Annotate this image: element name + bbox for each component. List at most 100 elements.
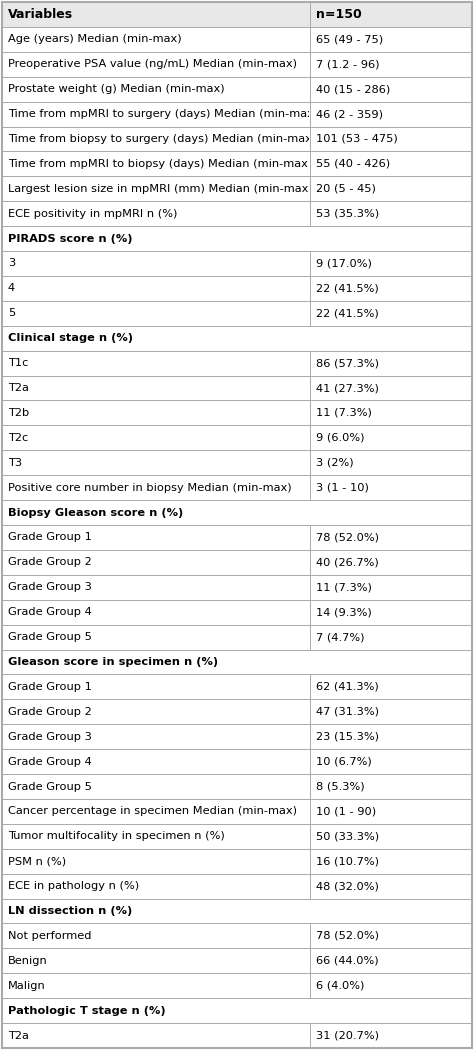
Text: 40 (15 - 286): 40 (15 - 286) bbox=[316, 84, 390, 94]
Text: 3 (2%): 3 (2%) bbox=[316, 458, 354, 467]
Text: Time from mpMRI to surgery (days) Median (min-max): Time from mpMRI to surgery (days) Median… bbox=[8, 109, 318, 119]
Bar bbox=[2, 500, 472, 525]
Text: 7 (1.2 - 96): 7 (1.2 - 96) bbox=[316, 59, 379, 69]
Bar bbox=[2, 874, 472, 899]
Bar bbox=[2, 476, 472, 500]
Text: 40 (26.7%): 40 (26.7%) bbox=[316, 558, 379, 567]
Text: Pathologic T stage n (%): Pathologic T stage n (%) bbox=[8, 1006, 165, 1015]
Text: Variables: Variables bbox=[8, 8, 73, 21]
Text: Grade Group 2: Grade Group 2 bbox=[8, 707, 92, 717]
Text: 47 (31.3%): 47 (31.3%) bbox=[316, 707, 379, 717]
Text: 86 (57.3%): 86 (57.3%) bbox=[316, 358, 379, 369]
Bar bbox=[2, 699, 472, 724]
Text: 65 (49 - 75): 65 (49 - 75) bbox=[316, 35, 383, 44]
Bar bbox=[2, 674, 472, 699]
Text: n=150: n=150 bbox=[316, 8, 362, 21]
Text: Benign: Benign bbox=[8, 956, 48, 966]
Bar bbox=[2, 326, 472, 351]
Text: Preoperative PSA value (ng/mL) Median (min-max): Preoperative PSA value (ng/mL) Median (m… bbox=[8, 59, 297, 69]
Text: ECE positivity in mpMRI n (%): ECE positivity in mpMRI n (%) bbox=[8, 209, 177, 218]
Text: 7 (4.7%): 7 (4.7%) bbox=[316, 632, 365, 642]
Text: 22 (41.5%): 22 (41.5%) bbox=[316, 284, 379, 293]
Text: 48 (32.0%): 48 (32.0%) bbox=[316, 881, 379, 891]
Bar bbox=[2, 51, 472, 77]
Text: 16 (10.7%): 16 (10.7%) bbox=[316, 856, 379, 866]
Text: Grade Group 4: Grade Group 4 bbox=[8, 607, 92, 617]
Text: T2b: T2b bbox=[8, 408, 29, 418]
Bar bbox=[2, 774, 472, 799]
Text: 46 (2 - 359): 46 (2 - 359) bbox=[316, 109, 383, 119]
Bar bbox=[2, 450, 472, 476]
Bar bbox=[2, 650, 472, 674]
Text: 78 (52.0%): 78 (52.0%) bbox=[316, 532, 379, 543]
Text: Time from mpMRI to biopsy (days) Median (min-max): Time from mpMRI to biopsy (days) Median … bbox=[8, 159, 312, 169]
Text: Positive core number in biopsy Median (min-max): Positive core number in biopsy Median (m… bbox=[8, 483, 292, 492]
Text: ECE in pathology n (%): ECE in pathology n (%) bbox=[8, 881, 139, 891]
Text: Grade Group 1: Grade Group 1 bbox=[8, 532, 92, 543]
Bar bbox=[2, 525, 472, 550]
Bar bbox=[2, 151, 472, 176]
Bar bbox=[2, 973, 472, 999]
Text: 41 (27.3%): 41 (27.3%) bbox=[316, 383, 379, 393]
Text: Grade Group 4: Grade Group 4 bbox=[8, 757, 92, 766]
Bar bbox=[2, 351, 472, 376]
Text: Largest lesion size in mpMRI (mm) Median (min-max): Largest lesion size in mpMRI (mm) Median… bbox=[8, 184, 313, 194]
Text: 62 (41.3%): 62 (41.3%) bbox=[316, 681, 379, 692]
Bar bbox=[2, 276, 472, 301]
Bar bbox=[2, 226, 472, 251]
Text: Grade Group 5: Grade Group 5 bbox=[8, 632, 92, 642]
Bar bbox=[2, 550, 472, 574]
Bar bbox=[2, 102, 472, 126]
Text: PSM n (%): PSM n (%) bbox=[8, 856, 66, 866]
Text: Grade Group 3: Grade Group 3 bbox=[8, 583, 92, 592]
Text: 55 (40 - 426): 55 (40 - 426) bbox=[316, 159, 390, 169]
Text: 66 (44.0%): 66 (44.0%) bbox=[316, 956, 378, 966]
Text: 20 (5 - 45): 20 (5 - 45) bbox=[316, 184, 376, 194]
Text: Grade Group 5: Grade Group 5 bbox=[8, 781, 92, 792]
Bar bbox=[2, 376, 472, 400]
Text: Prostate weight (g) Median (min-max): Prostate weight (g) Median (min-max) bbox=[8, 84, 225, 94]
Text: 3: 3 bbox=[8, 258, 15, 269]
Text: 11 (7.3%): 11 (7.3%) bbox=[316, 583, 372, 592]
Bar bbox=[2, 1023, 472, 1048]
Bar bbox=[2, 126, 472, 151]
Bar bbox=[2, 899, 472, 924]
Text: 78 (52.0%): 78 (52.0%) bbox=[316, 931, 379, 941]
Bar bbox=[2, 948, 472, 973]
Text: T3: T3 bbox=[8, 458, 22, 467]
Bar bbox=[2, 799, 472, 824]
Text: Grade Group 2: Grade Group 2 bbox=[8, 558, 92, 567]
Text: LN dissection n (%): LN dissection n (%) bbox=[8, 906, 132, 916]
Bar bbox=[2, 2, 472, 27]
Bar bbox=[2, 27, 472, 51]
Text: Not performed: Not performed bbox=[8, 931, 91, 941]
Text: 53 (35.3%): 53 (35.3%) bbox=[316, 209, 379, 218]
Text: Time from biopsy to surgery (days) Median (min-max): Time from biopsy to surgery (days) Media… bbox=[8, 134, 316, 144]
Text: 50 (33.3%): 50 (33.3%) bbox=[316, 832, 379, 841]
Text: 6 (4.0%): 6 (4.0%) bbox=[316, 981, 364, 991]
Text: Age (years) Median (min-max): Age (years) Median (min-max) bbox=[8, 35, 182, 44]
Bar bbox=[2, 301, 472, 326]
Text: 10 (1 - 90): 10 (1 - 90) bbox=[316, 806, 376, 817]
Bar bbox=[2, 600, 472, 625]
Text: 11 (7.3%): 11 (7.3%) bbox=[316, 408, 372, 418]
Text: 5: 5 bbox=[8, 309, 15, 318]
Text: 3 (1 - 10): 3 (1 - 10) bbox=[316, 483, 369, 492]
Text: 31 (20.7%): 31 (20.7%) bbox=[316, 1030, 379, 1041]
Text: Grade Group 1: Grade Group 1 bbox=[8, 681, 92, 692]
Text: Biopsy Gleason score n (%): Biopsy Gleason score n (%) bbox=[8, 507, 183, 518]
Bar bbox=[2, 77, 472, 102]
Text: Tumor multifocality in specimen n (%): Tumor multifocality in specimen n (%) bbox=[8, 832, 225, 841]
Text: PIRADS score n (%): PIRADS score n (%) bbox=[8, 233, 133, 244]
Text: T2a: T2a bbox=[8, 383, 29, 393]
Text: 9 (6.0%): 9 (6.0%) bbox=[316, 433, 365, 443]
Bar bbox=[2, 574, 472, 600]
Text: 8 (5.3%): 8 (5.3%) bbox=[316, 781, 365, 792]
Text: 4: 4 bbox=[8, 284, 15, 293]
Text: 14 (9.3%): 14 (9.3%) bbox=[316, 607, 372, 617]
Bar bbox=[2, 251, 472, 276]
Bar bbox=[2, 848, 472, 874]
Text: T2a: T2a bbox=[8, 1030, 29, 1041]
Text: 22 (41.5%): 22 (41.5%) bbox=[316, 309, 379, 318]
Bar bbox=[2, 749, 472, 774]
